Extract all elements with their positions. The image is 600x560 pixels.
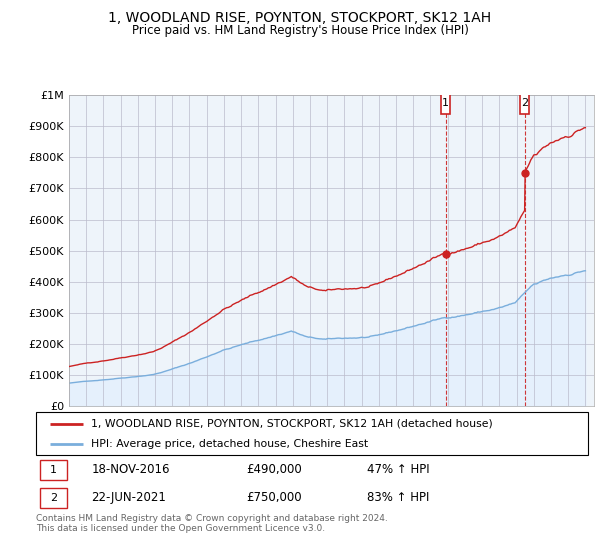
Text: Price paid vs. HM Land Registry's House Price Index (HPI): Price paid vs. HM Land Registry's House …	[131, 24, 469, 36]
Bar	[40, 460, 67, 480]
Text: 1, WOODLAND RISE, POYNTON, STOCKPORT, SK12 1AH (detached house): 1, WOODLAND RISE, POYNTON, STOCKPORT, SK…	[91, 419, 493, 429]
Text: 18-NOV-2016: 18-NOV-2016	[91, 463, 170, 477]
Text: 1: 1	[50, 465, 57, 475]
Text: £490,000: £490,000	[246, 463, 302, 477]
Text: 1: 1	[442, 98, 449, 108]
Text: 22-JUN-2021: 22-JUN-2021	[91, 492, 166, 505]
Text: 83% ↑ HPI: 83% ↑ HPI	[367, 492, 430, 505]
Bar	[441, 92, 451, 114]
Text: 1, WOODLAND RISE, POYNTON, STOCKPORT, SK12 1AH: 1, WOODLAND RISE, POYNTON, STOCKPORT, SK…	[109, 11, 491, 25]
Text: HPI: Average price, detached house, Cheshire East: HPI: Average price, detached house, Ches…	[91, 440, 368, 449]
Text: Contains HM Land Registry data © Crown copyright and database right 2024.
This d: Contains HM Land Registry data © Crown c…	[36, 514, 388, 534]
Bar	[520, 92, 529, 114]
Text: 2: 2	[50, 493, 57, 503]
Text: 2: 2	[521, 98, 528, 108]
Bar	[40, 488, 67, 508]
Text: £750,000: £750,000	[246, 492, 301, 505]
Text: 47% ↑ HPI: 47% ↑ HPI	[367, 463, 430, 477]
